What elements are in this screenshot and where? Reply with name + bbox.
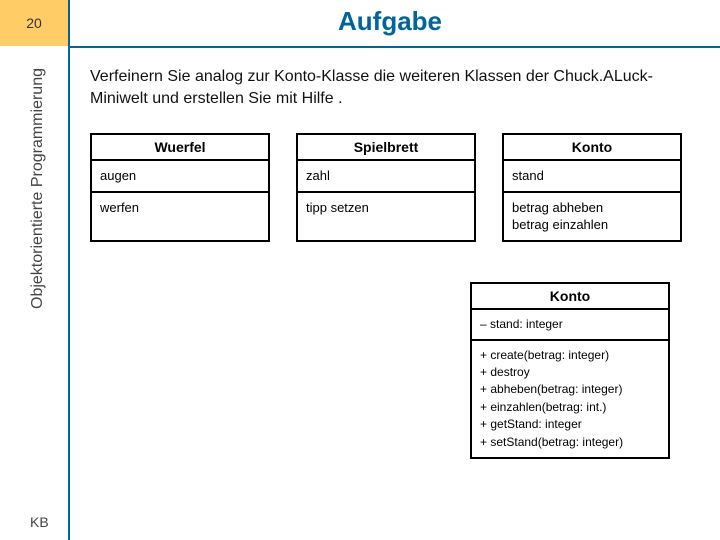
class-detail-attrs: – stand: integer <box>472 310 668 341</box>
class-attrs: augen <box>92 161 268 193</box>
class-box-konto: Konto stand betrag abheben betrag einzah… <box>502 133 682 242</box>
class-detail-name: Konto <box>472 284 668 310</box>
class-detail-ops: + create(betrag: integer) + destroy + ab… <box>472 341 668 457</box>
content-area: Verfeinern Sie analog zur Konto-Klasse d… <box>90 66 700 459</box>
class-ops: werfen <box>92 193 268 223</box>
class-attrs: stand <box>504 161 680 193</box>
class-name: Konto <box>504 135 680 161</box>
class-name: Wuerfel <box>92 135 268 161</box>
class-box-wuerfel: Wuerfel augen werfen <box>90 133 270 242</box>
class-ops: betrag abheben betrag einzahlen <box>504 193 680 240</box>
class-box-spielbrett: Spielbrett zahl tipp setzen <box>296 133 476 242</box>
page-title: Aufgabe <box>70 6 710 37</box>
class-attrs: zahl <box>298 161 474 193</box>
intro-text: Verfeinern Sie analog zur Konto-Klasse d… <box>90 66 700 109</box>
sidebar-label: Objektorientierte Programmierung <box>29 68 47 309</box>
class-boxes-row: Wuerfel augen werfen Spielbrett zahl tip… <box>90 133 700 242</box>
class-detail-konto: Konto – stand: integer + create(betrag: … <box>470 282 670 459</box>
slide-number-box: 20 <box>0 0 68 46</box>
vertical-rule <box>68 0 70 540</box>
slide-number: 20 <box>26 15 42 31</box>
class-name: Spielbrett <box>298 135 474 161</box>
class-ops: tipp setzen <box>298 193 474 223</box>
footer-author: KB <box>30 514 49 530</box>
horizontal-rule <box>68 46 720 48</box>
